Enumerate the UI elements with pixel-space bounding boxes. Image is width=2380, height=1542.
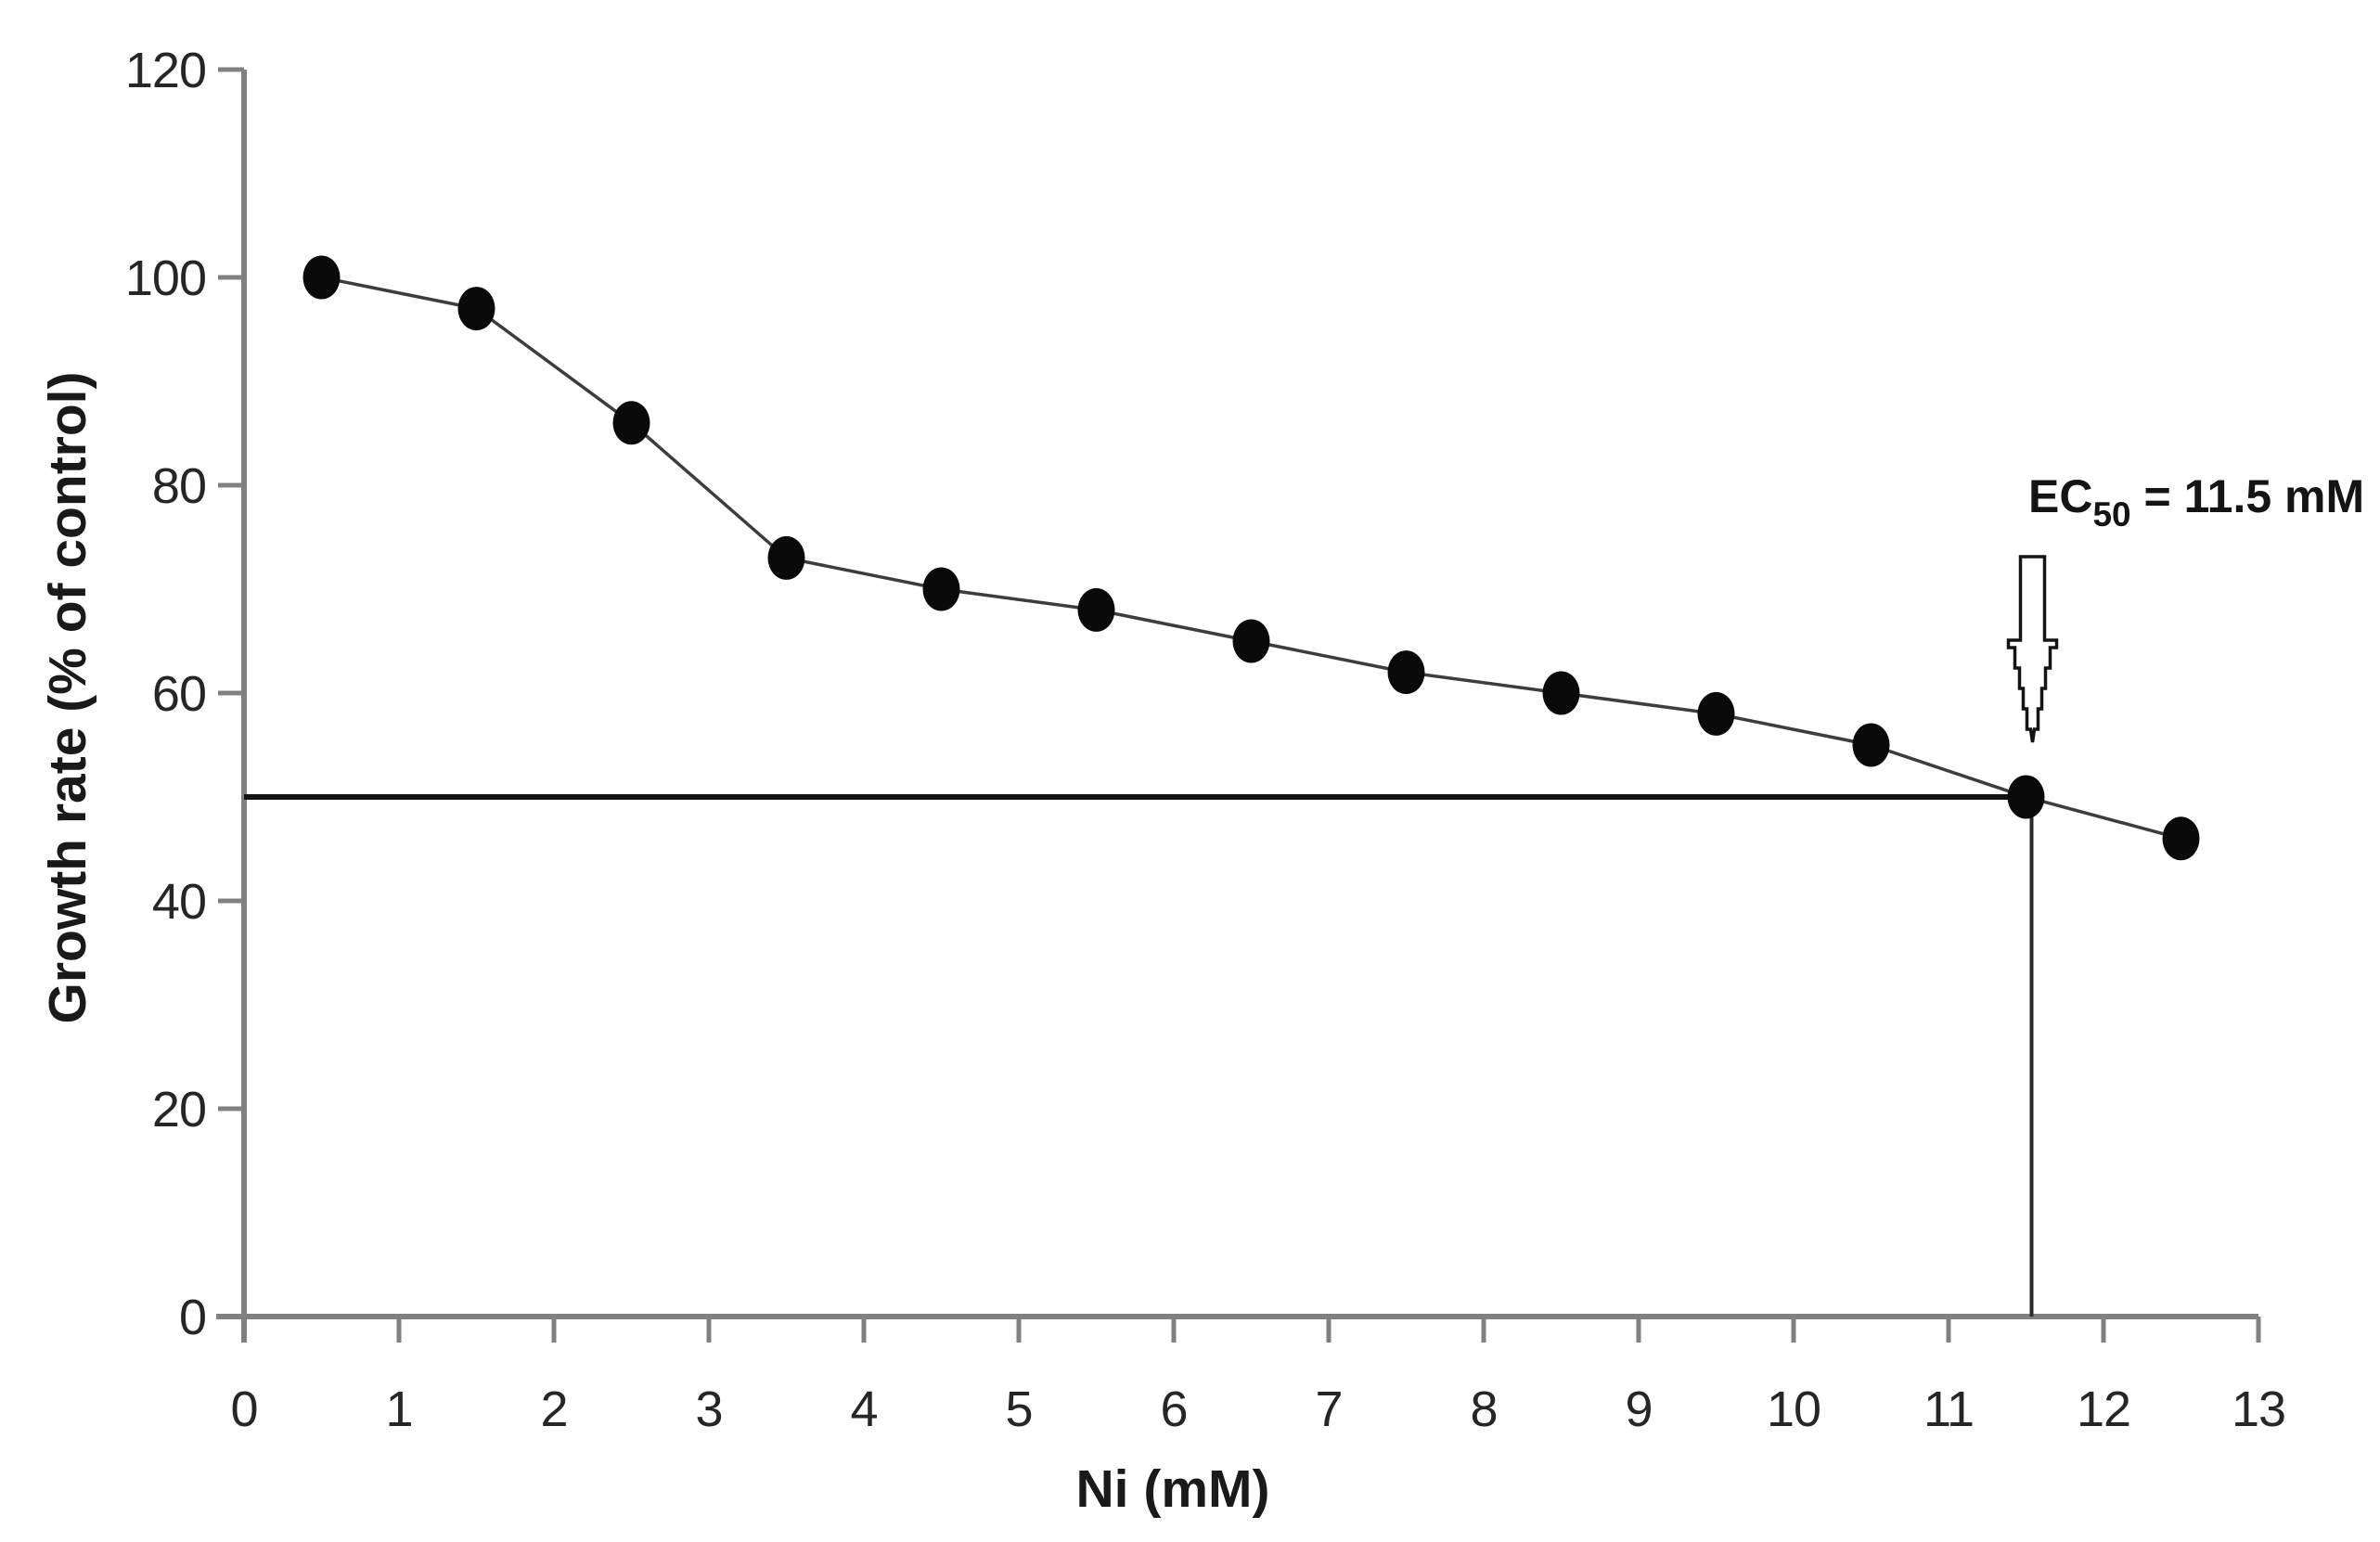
x-tick-label: 1	[385, 1381, 412, 1437]
ec50-suffix: = 11.5 mM	[2131, 470, 2365, 522]
y-tick-label: 40	[152, 874, 206, 930]
annotation-layer	[2006, 555, 2059, 743]
data-point-marker	[1697, 691, 1735, 736]
ec50-down-arrow	[2006, 555, 2059, 743]
data-point-marker	[922, 567, 960, 611]
x-tick-label: 12	[2077, 1381, 2130, 1437]
series-line	[321, 276, 2181, 841]
data-point-marker	[2007, 775, 2045, 819]
y-axis-title: Growth rate (% of control)	[38, 372, 97, 1024]
y-tick-label: 100	[125, 251, 206, 306]
ec50-subscript: 50	[2092, 495, 2130, 533]
data-point-marker	[1542, 671, 1580, 715]
data-series-layer	[244, 255, 2200, 1317]
x-tick-label: 9	[1625, 1381, 1652, 1437]
data-point-marker	[1852, 723, 1890, 767]
x-tick-label: 2	[540, 1381, 567, 1437]
y-tick-label: 120	[125, 43, 206, 98]
y-tick-label: 20	[152, 1082, 206, 1137]
x-tick-label: 3	[695, 1381, 722, 1437]
y-tick-label: 0	[179, 1290, 206, 1345]
data-point-marker	[767, 535, 805, 580]
x-tick-label: 8	[1470, 1381, 1497, 1437]
y-tick-label: 80	[152, 458, 206, 514]
data-point-marker	[612, 401, 650, 445]
data-point-marker	[1077, 587, 1115, 632]
x-axis-title: Ni (mM)	[1076, 1459, 1270, 1519]
x-tick-label: 6	[1160, 1381, 1187, 1437]
ec50-prefix: EC	[2028, 470, 2092, 522]
data-point-marker	[457, 287, 495, 331]
x-tick-label: 4	[850, 1381, 877, 1437]
data-point-marker	[1232, 619, 1270, 663]
x-tick-label: 0	[230, 1381, 257, 1437]
y-tick-label: 60	[152, 666, 206, 722]
x-tick-label: 7	[1315, 1381, 1342, 1437]
data-point-marker	[2162, 816, 2200, 861]
x-tick-label: 5	[1005, 1381, 1032, 1437]
data-point-marker	[1387, 650, 1425, 695]
x-tick-label: 11	[1923, 1381, 1974, 1437]
data-point-marker	[302, 255, 341, 300]
x-tick-label: 10	[1767, 1381, 1820, 1437]
x-tick-label: 13	[2232, 1381, 2285, 1437]
ec50-annotation-label: EC50 = 11.5 mM	[2028, 470, 2364, 533]
